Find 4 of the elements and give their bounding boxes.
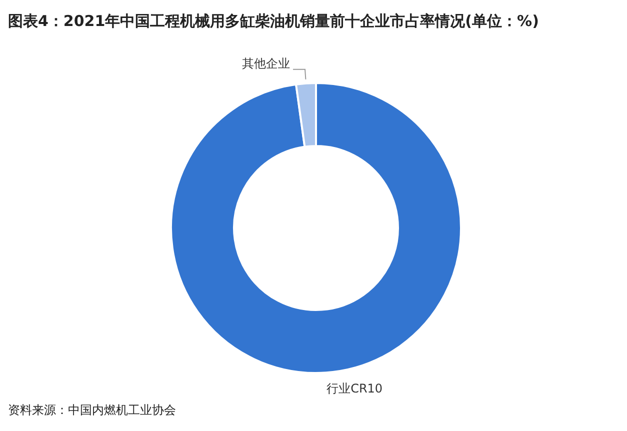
chart-title: 图表4：2021年中国工程机械用多缸柴油机销量前十企业市占率情况(单位：%) <box>8 12 539 30</box>
slice-label: 行业CR10 <box>326 382 383 396</box>
slice-label: 其他企业 <box>242 56 290 70</box>
text: 资料来源：中国内燃机工业协会 <box>8 403 176 417</box>
